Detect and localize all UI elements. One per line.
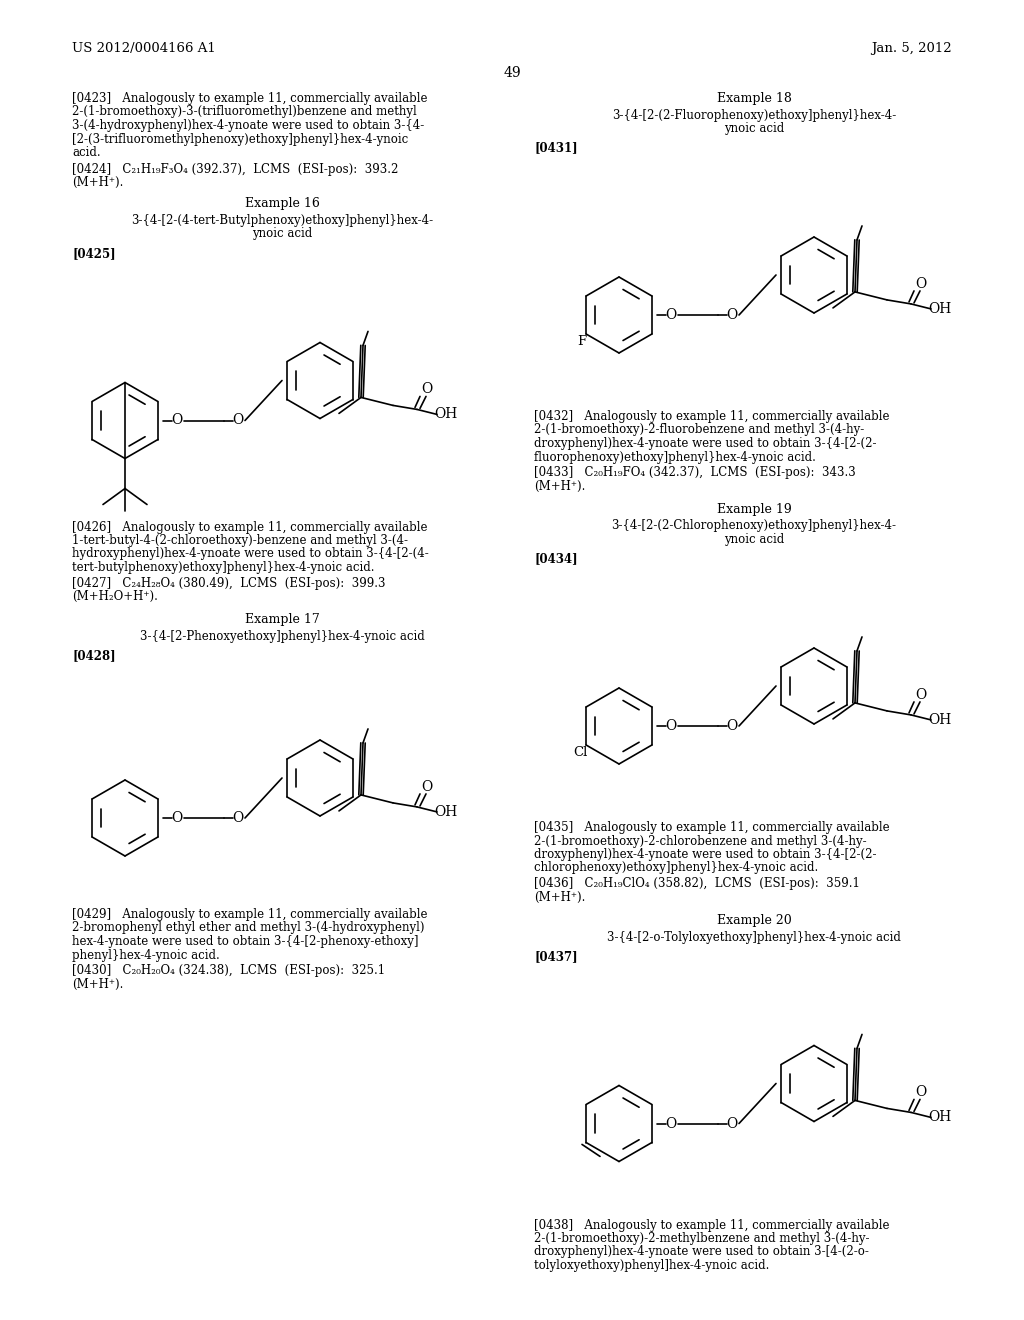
Text: [0438]   Analogously to example 11, commercially available: [0438] Analogously to example 11, commer… [534, 1218, 890, 1232]
Text: droxyphenyl)hex-4-ynoate were used to obtain 3-{4-[2-(2-: droxyphenyl)hex-4-ynoate were used to ob… [534, 437, 877, 450]
Text: F: F [578, 335, 587, 348]
Text: (M+H⁺).: (M+H⁺). [72, 978, 123, 990]
Text: 2-(1-bromoethoxy)-2-chlorobenzene and methyl 3-(4-hy-: 2-(1-bromoethoxy)-2-chlorobenzene and me… [534, 834, 866, 847]
Text: fluorophenoxy)ethoxy]phenyl}hex-4-ynoic acid.: fluorophenoxy)ethoxy]phenyl}hex-4-ynoic … [534, 450, 816, 463]
Text: tert-butylphenoxy)ethoxy]phenyl}hex-4-ynoic acid.: tert-butylphenoxy)ethoxy]phenyl}hex-4-yn… [72, 561, 375, 574]
Text: O: O [421, 383, 432, 396]
Text: droxyphenyl)hex-4-ynoate were used to obtain 3-[4-(2-o-: droxyphenyl)hex-4-ynoate were used to ob… [534, 1246, 869, 1258]
Text: 49: 49 [503, 66, 521, 81]
Text: 3-(4-hydroxyphenyl)hex-4-ynoate were used to obtain 3-{4-: 3-(4-hydroxyphenyl)hex-4-ynoate were use… [72, 119, 424, 132]
Text: O: O [666, 719, 677, 733]
Text: 3-{4-[2-Phenoxyethoxy]phenyl}hex-4-ynoic acid: 3-{4-[2-Phenoxyethoxy]phenyl}hex-4-ynoic… [139, 630, 424, 643]
Text: droxyphenyl)hex-4-ynoate were used to obtain 3-{4-[2-(2-: droxyphenyl)hex-4-ynoate were used to ob… [534, 847, 877, 861]
Text: acid.: acid. [72, 147, 100, 158]
Text: Example 16: Example 16 [245, 198, 319, 210]
Text: [0430]   C₂₀H₂₀O₄ (324.38),  LCMS  (ESI-pos):  325.1: [0430] C₂₀H₂₀O₄ (324.38), LCMS (ESI-pos)… [72, 964, 385, 977]
Text: [0432]   Analogously to example 11, commercially available: [0432] Analogously to example 11, commer… [534, 411, 890, 422]
Text: 2-bromophenyl ethyl ether and methyl 3-(4-hydroxyphenyl): 2-bromophenyl ethyl ether and methyl 3-(… [72, 921, 425, 935]
Text: tolyloxyethoxy)phenyl]hex-4-ynoic acid.: tolyloxyethoxy)phenyl]hex-4-ynoic acid. [534, 1259, 769, 1272]
Text: [0436]   C₂₀H₁₉ClO₄ (358.82),  LCMS  (ESI-pos):  359.1: [0436] C₂₀H₁₉ClO₄ (358.82), LCMS (ESI-po… [534, 876, 860, 890]
Text: [0431]: [0431] [534, 141, 578, 154]
Text: Example 18: Example 18 [717, 92, 792, 106]
Text: O: O [726, 308, 737, 322]
Text: [0429]   Analogously to example 11, commercially available: [0429] Analogously to example 11, commer… [72, 908, 427, 921]
Text: OH: OH [434, 805, 458, 818]
Text: [0427]   C₂₄H₂₈O₄ (380.49),  LCMS  (ESI-pos):  399.3: [0427] C₂₄H₂₈O₄ (380.49), LCMS (ESI-pos)… [72, 577, 385, 590]
Text: Example 20: Example 20 [717, 913, 792, 927]
Text: [0426]   Analogously to example 11, commercially available: [0426] Analogously to example 11, commer… [72, 520, 427, 533]
Text: Example 19: Example 19 [717, 503, 792, 516]
Text: [0423]   Analogously to example 11, commercially available: [0423] Analogously to example 11, commer… [72, 92, 427, 106]
Text: O: O [666, 1117, 677, 1130]
Text: [0428]: [0428] [72, 649, 116, 663]
Text: [0424]   C₂₁H₁₉F₃O₄ (392.37),  LCMS  (ESI-pos):  393.2: [0424] C₂₁H₁₉F₃O₄ (392.37), LCMS (ESI-po… [72, 162, 398, 176]
Text: O: O [232, 413, 244, 428]
Text: OH: OH [434, 408, 458, 421]
Text: O: O [232, 810, 244, 825]
Text: [0425]: [0425] [72, 247, 116, 260]
Text: phenyl}hex-4-ynoic acid.: phenyl}hex-4-ynoic acid. [72, 949, 220, 961]
Text: O: O [171, 413, 182, 428]
Text: [0437]: [0437] [534, 950, 578, 964]
Text: Cl: Cl [572, 746, 587, 759]
Text: 3-{4-[2-(4-tert-Butylphenoxy)ethoxy]phenyl}hex-4-: 3-{4-[2-(4-tert-Butylphenoxy)ethoxy]phen… [131, 214, 433, 227]
Text: O: O [171, 810, 182, 825]
Text: chlorophenoxy)ethoxy]phenyl}hex-4-ynoic acid.: chlorophenoxy)ethoxy]phenyl}hex-4-ynoic … [534, 862, 818, 874]
Text: Example 17: Example 17 [245, 614, 319, 627]
Text: O: O [666, 308, 677, 322]
Text: Jan. 5, 2012: Jan. 5, 2012 [871, 42, 952, 55]
Text: [0433]   C₂₀H₁₉FO₄ (342.37),  LCMS  (ESI-pos):  343.3: [0433] C₂₀H₁₉FO₄ (342.37), LCMS (ESI-pos… [534, 466, 856, 479]
Text: 2-(1-bromoethoxy)-2-methylbenzene and methyl 3-(4-hy-: 2-(1-bromoethoxy)-2-methylbenzene and me… [534, 1232, 869, 1245]
Text: 1-tert-butyl-4-(2-chloroethoxy)-benzene and methyl 3-(4-: 1-tert-butyl-4-(2-chloroethoxy)-benzene … [72, 535, 408, 546]
Text: O: O [915, 277, 927, 290]
Text: 3-{4-[2-(2-Chlorophenoxy)ethoxy]phenyl}hex-4-: 3-{4-[2-(2-Chlorophenoxy)ethoxy]phenyl}h… [611, 520, 896, 532]
Text: [2-(3-trifluoromethylphenoxy)ethoxy]phenyl}hex-4-ynoic: [2-(3-trifluoromethylphenoxy)ethoxy]phen… [72, 132, 409, 145]
Text: ynoic acid: ynoic acid [724, 121, 784, 135]
Text: OH: OH [929, 1110, 951, 1125]
Text: [0434]: [0434] [534, 553, 578, 565]
Text: O: O [915, 688, 927, 702]
Text: hydroxyphenyl)hex-4-ynoate were used to obtain 3-{4-[2-(4-: hydroxyphenyl)hex-4-ynoate were used to … [72, 548, 429, 561]
Text: US 2012/0004166 A1: US 2012/0004166 A1 [72, 42, 216, 55]
Text: OH: OH [929, 302, 951, 315]
Text: (M+H⁺).: (M+H⁺). [534, 479, 586, 492]
Text: ynoic acid: ynoic acid [252, 227, 312, 240]
Text: 2-(1-bromoethoxy)-3-(trifluoromethyl)benzene and methyl: 2-(1-bromoethoxy)-3-(trifluoromethyl)ben… [72, 106, 417, 119]
Text: O: O [726, 1117, 737, 1130]
Text: [0435]   Analogously to example 11, commercially available: [0435] Analogously to example 11, commer… [534, 821, 890, 834]
Text: (M+H⁺).: (M+H⁺). [72, 176, 123, 189]
Text: O: O [915, 1085, 927, 1100]
Text: O: O [726, 719, 737, 733]
Text: 3-{4-[2-o-Tolyloxyethoxy]phenyl}hex-4-ynoic acid: 3-{4-[2-o-Tolyloxyethoxy]phenyl}hex-4-yn… [607, 931, 901, 944]
Text: O: O [421, 780, 432, 793]
Text: 3-{4-[2-(2-Fluorophenoxy)ethoxy]phenyl}hex-4-: 3-{4-[2-(2-Fluorophenoxy)ethoxy]phenyl}h… [612, 108, 896, 121]
Text: OH: OH [929, 713, 951, 727]
Text: (M+H⁺).: (M+H⁺). [534, 891, 586, 903]
Text: (M+H₂O+H⁺).: (M+H₂O+H⁺). [72, 590, 158, 603]
Text: hex-4-ynoate were used to obtain 3-{4-[2-phenoxy-ethoxy]: hex-4-ynoate were used to obtain 3-{4-[2… [72, 935, 419, 948]
Text: 2-(1-bromoethoxy)-2-fluorobenzene and methyl 3-(4-hy-: 2-(1-bromoethoxy)-2-fluorobenzene and me… [534, 424, 864, 437]
Text: ynoic acid: ynoic acid [724, 533, 784, 546]
